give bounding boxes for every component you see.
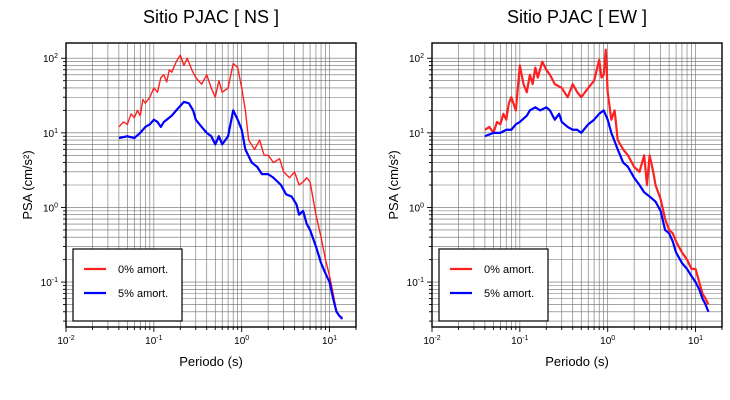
x-tick-label-base: 10 (145, 336, 157, 347)
series-line-damped (118, 100, 344, 320)
legend-label: 5% amort. (118, 288, 168, 300)
x-tick-label-exp: -2 (68, 335, 74, 342)
chart-panel-2: Sitio PJAC [ EW ]10-2 10-1 100 10110-110010… (386, 7, 723, 369)
x-tick-label-exp: 0 (245, 335, 249, 342)
y-tick-label-exp: -1 (418, 277, 424, 284)
x-tick-label: 101 (322, 335, 337, 347)
legend-label: 0% amort. (484, 264, 534, 276)
y-tick-label: 101 (43, 128, 58, 140)
x-tick-label: 100 (600, 335, 615, 347)
x-tick-label-base: 10 (600, 336, 612, 347)
y-tick-label-base: 10 (43, 203, 55, 214)
y-tick-label-base: 10 (43, 129, 55, 140)
x-axis-label: Periodo (s) (179, 354, 243, 369)
y-axis-label: PSA (cm/s²) (20, 150, 35, 219)
series-line-undamped (484, 48, 710, 306)
y-tick-label-exp: 0 (420, 202, 424, 209)
x-tick-label-exp: -2 (434, 335, 440, 342)
y-tick-label-exp: 2 (54, 53, 58, 60)
grid (65, 43, 357, 327)
y-tick-label: 10-1 (41, 277, 58, 289)
y-tick-label: 102 (43, 53, 58, 65)
y-tick-label-base: 10 (41, 278, 53, 289)
x-tick-label-exp: 1 (333, 335, 337, 342)
legend: 0% amort. 5% amort. (72, 248, 183, 322)
y-tick-label-exp: 2 (420, 53, 424, 60)
chart-panel-1: Sitio PJAC [ NS ]10-2 10-1 100 10110-110010… (20, 7, 357, 369)
y-tick-label-exp: 0 (54, 202, 58, 209)
series-line-undamped (118, 54, 343, 318)
y-axis-label: PSA (cm/s²) (386, 150, 401, 219)
chart-title: Sitio PJAC [ NS ] (143, 7, 279, 27)
x-tick-label-exp: -1 (522, 335, 528, 342)
y-tick-label: 102 (409, 53, 424, 65)
y-tick-label: 10-1 (407, 277, 424, 289)
x-tick-label-base: 10 (423, 336, 435, 347)
y-tick-label-exp: -1 (52, 277, 58, 284)
legend-box (438, 248, 549, 322)
axis-ticks (427, 57, 723, 332)
series-line-damped (484, 106, 710, 313)
x-tick-label-exp: 0 (611, 335, 615, 342)
x-tick-label-base: 10 (234, 336, 246, 347)
x-tick-label-base: 10 (57, 336, 69, 347)
y-tick-label: 100 (43, 202, 58, 214)
y-tick-label-exp: 1 (420, 128, 424, 135)
x-tick-label: 100 (234, 335, 249, 347)
legend-label: 0% amort. (118, 264, 168, 276)
axis-ticks (61, 57, 357, 332)
x-tick-label: 101 (688, 335, 703, 347)
y-tick-label-base: 10 (409, 54, 421, 65)
x-tick-label: 10-2 (423, 335, 440, 347)
x-tick-label-base: 10 (688, 336, 700, 347)
chart-title: Sitio PJAC [ EW ] (507, 7, 647, 27)
x-tick-label: 10-2 (57, 335, 74, 347)
legend: 0% amort. 5% amort. (438, 248, 549, 322)
x-axis-label: Periodo (s) (545, 354, 609, 369)
x-tick-label-exp: 1 (699, 335, 703, 342)
legend-label: 5% amort. (484, 288, 534, 300)
x-tick-label: 10-1 (511, 335, 528, 347)
x-tick-label-base: 10 (322, 336, 334, 347)
y-tick-label-base: 10 (409, 129, 421, 140)
y-tick-label: 100 (409, 202, 424, 214)
y-tick-label-base: 10 (407, 278, 419, 289)
x-tick-label-exp: -1 (156, 335, 162, 342)
legend-box (72, 248, 183, 322)
y-tick-label-base: 10 (409, 203, 421, 214)
x-tick-label: 10-1 (145, 335, 162, 347)
y-tick-label-exp: 1 (54, 128, 58, 135)
y-tick-label: 101 (409, 128, 424, 140)
x-tick-label-base: 10 (511, 336, 523, 347)
y-tick-label-base: 10 (43, 54, 55, 65)
